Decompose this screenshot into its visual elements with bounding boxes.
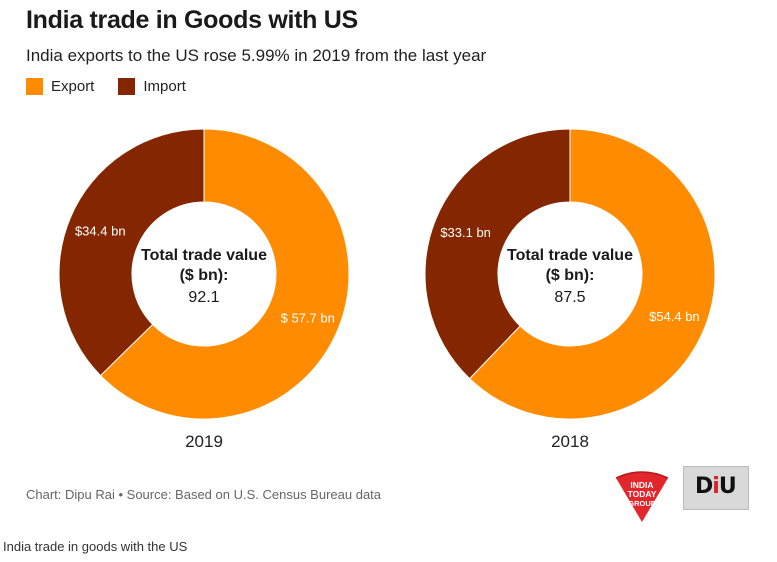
- center-label-line-2-2019: ($ bn):: [180, 267, 229, 284]
- legend-swatch-import: [118, 78, 136, 95]
- year-label-2019: 2019: [185, 432, 223, 451]
- legend-swatch-export: [26, 78, 43, 95]
- center-total-2018: 87.5: [554, 289, 585, 306]
- diu-logo-text: DiU: [695, 474, 737, 499]
- slice-export-2019: [99, 128, 350, 420]
- diu-letter-u: U: [718, 474, 737, 499]
- source-note: Chart: Dipu Rai • Source: Based on U.S. …: [26, 487, 382, 502]
- logo-text-india: INDIA: [630, 480, 653, 490]
- slice-export-2018: [468, 128, 716, 420]
- legend-item-import: Import: [118, 78, 186, 95]
- slice-label-export-2019: $ 57.7 bn: [281, 311, 335, 326]
- slice-label-export-2018: $54.4 bn: [649, 309, 700, 324]
- legend-item-export: Export: [26, 78, 94, 95]
- logo-text-today: TODAY: [628, 489, 657, 499]
- india-today-group-logo: INDIA TODAY GROUP: [615, 471, 669, 522]
- center-label-line-1-2018: Total trade value: [507, 247, 633, 264]
- slice-import-2019: [58, 128, 205, 377]
- diu-letter-i: i: [712, 474, 719, 499]
- legend-label-import: Import: [143, 78, 186, 95]
- slice-import-2018: [424, 128, 571, 380]
- logo-text-group: GROUP: [628, 499, 656, 508]
- chart-title: India trade in Goods with US: [26, 6, 358, 34]
- chart-subtitle: India exports to the US rose 5.99% in 20…: [26, 46, 487, 65]
- diu-logo: DiU: [683, 466, 749, 510]
- slice-label-import-2019: $34.4 bn: [75, 223, 126, 238]
- center-label-line-2-2018: ($ bn):: [546, 267, 595, 284]
- image-caption: India trade in goods with the US: [3, 539, 188, 554]
- slice-label-import-2018: $33.1 bn: [440, 225, 491, 240]
- legend: Export Import: [26, 78, 210, 95]
- legend-label-export: Export: [51, 78, 95, 95]
- center-label-line-1-2019: Total trade value: [141, 247, 267, 264]
- donut-charts: $ 57.7 bn $34.4 bn Total trade value ($ bn)…: [58, 128, 716, 451]
- center-total-2019: 92.1: [188, 289, 219, 306]
- diu-letter-d: D: [695, 474, 713, 499]
- year-label-2018: 2018: [551, 432, 589, 451]
